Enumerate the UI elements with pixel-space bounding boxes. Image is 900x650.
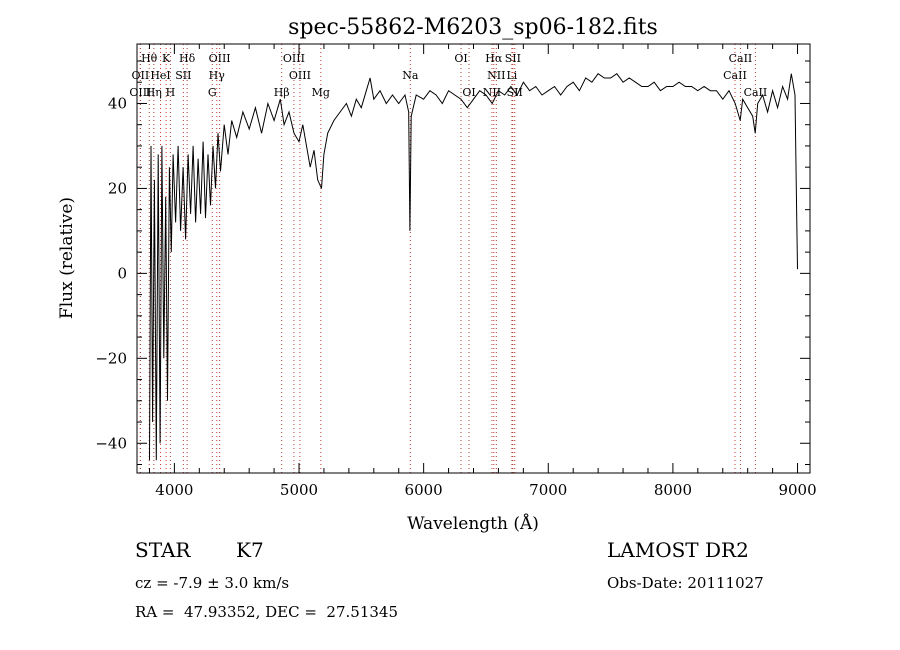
survey-name: LAMOST DR2 <box>607 538 749 562</box>
line-marker-label: Hδ <box>179 52 196 65</box>
line-marker-label: OIII <box>283 52 305 65</box>
y-tick-label: −20 <box>95 349 127 367</box>
line-marker-label: OIII <box>129 86 151 99</box>
object-class: STAR <box>135 538 191 562</box>
x-tick-label: 7000 <box>529 481 567 499</box>
line-marker-label: SII <box>505 52 521 65</box>
object-subclass: K7 <box>236 538 264 562</box>
spectral-line-markers <box>139 44 756 473</box>
chart-title: spec-55862-M6203_sp06-182.fits <box>288 15 658 40</box>
line-marker-label: OII <box>132 69 150 82</box>
x-tick-label: 4000 <box>155 481 193 499</box>
x-tick-label: 5000 <box>280 481 318 499</box>
series-line <box>149 73 798 461</box>
line-marker-label: SII <box>175 69 191 82</box>
y-tick-label: 0 <box>117 264 127 282</box>
x-tick-label: 8000 <box>654 481 692 499</box>
line-marker-label: CaII <box>744 86 768 99</box>
redshift-value: cz = -7.9 ± 3.0 km/s <box>135 574 290 592</box>
line-marker-label: Hη <box>146 86 162 99</box>
line-marker-label: OI <box>462 86 475 99</box>
observation-date: Obs-Date: 20111027 <box>607 574 764 592</box>
line-marker-label: CaII <box>723 69 747 82</box>
line-marker-label: CaII <box>729 52 753 65</box>
plot-frame <box>136 43 811 474</box>
coordinates: RA = 47.93352, DEC = 27.51345 <box>135 603 399 621</box>
axis-ticks <box>137 44 810 473</box>
line-marker-label: Mg <box>312 86 330 99</box>
x-tick-label: 9000 <box>778 481 816 499</box>
y-tick-label: 40 <box>108 94 127 112</box>
line-marker-label: OIII <box>289 69 311 82</box>
line-marker-label: Hθ <box>141 52 158 65</box>
x-axis-label: Wavelength (Å) <box>407 513 539 534</box>
axis-tick-labels: 4000 5000 6000 7000 8000 9000 −40 −20 0 20 40 <box>95 94 816 499</box>
line-marker-label: NII <box>483 86 501 99</box>
line-marker-label: H <box>166 86 176 99</box>
line-marker-label: OI <box>454 52 467 65</box>
line-marker-label: K <box>162 52 171 65</box>
line-marker-label: Li <box>506 69 517 82</box>
line-marker-label: G <box>208 86 217 99</box>
y-axis-label: Flux (relative) <box>57 197 77 319</box>
line-marker-label: OIII <box>209 52 231 65</box>
x-tick-label: 6000 <box>405 481 443 499</box>
line-marker-label: Hβ <box>274 86 290 99</box>
line-marker-label: Hγ <box>209 69 226 82</box>
line-marker-label: Na <box>402 69 419 82</box>
y-tick-label: 20 <box>108 179 127 197</box>
line-marker-label: Hα <box>485 52 503 65</box>
line-marker-label: HeI <box>150 69 170 82</box>
y-tick-label: −40 <box>95 434 127 452</box>
flux-series <box>149 73 798 461</box>
line-marker-label: NII <box>487 69 505 82</box>
